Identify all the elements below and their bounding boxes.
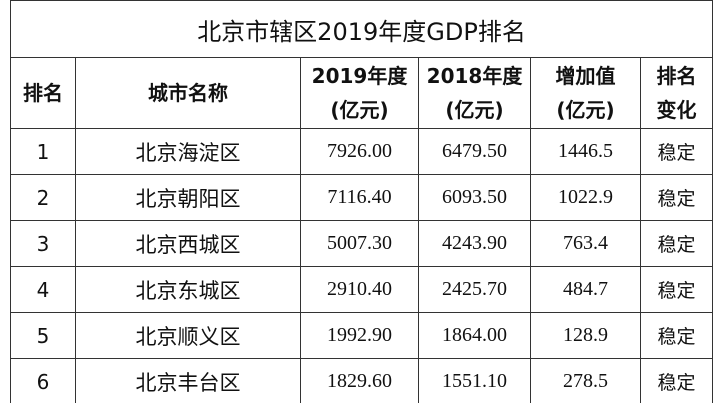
table-cell: 7116.40 (300, 174, 419, 221)
table-row: 5 北京顺义区 1992.90 1864.00 128.9 稳定 (10, 312, 714, 359)
table-cell: 1829.60 (300, 358, 419, 403)
table-cell: 1 (10, 128, 76, 175)
table-cell: 北京朝阳区 (75, 174, 301, 221)
table-cell: 6093.50 (418, 174, 531, 221)
table-cell: 5 (10, 312, 76, 359)
header-cell: 增加值 (亿元) (530, 57, 641, 129)
table-row: 1 北京海淀区 7926.00 6479.50 1446.5 稳定 (10, 128, 714, 175)
table-cell: 763.4 (530, 220, 641, 267)
table-cell: 2 (10, 174, 76, 221)
table-cell: 3 (10, 220, 76, 267)
table-cell: 1551.10 (418, 358, 531, 403)
table-cell: 稳定 (639, 358, 714, 403)
header-text: 2018年度 (426, 64, 523, 88)
header-text: (亿元) (445, 98, 504, 122)
header-cell: 2018年度 (亿元) (418, 57, 531, 129)
table-cell: 5007.30 (300, 220, 419, 267)
header-text: 排名 (23, 81, 63, 105)
header-text: 排名 (656, 64, 697, 88)
header-text: 变化 (656, 98, 697, 122)
header-cell: 2019年度 (亿元) (300, 57, 419, 129)
header-text: (亿元) (330, 98, 389, 122)
table-cell: 北京海淀区 (75, 128, 301, 175)
table-cell: 6 (10, 358, 76, 403)
table-cell: 4243.90 (418, 220, 531, 267)
table-cell: 6479.50 (418, 128, 531, 175)
table-cell: 7926.00 (300, 128, 419, 175)
table-cell: 稳定 (639, 174, 714, 221)
table-cell: 1992.90 (300, 312, 419, 359)
header-cell: 排名 变化 (639, 57, 714, 129)
table-cell: 484.7 (530, 266, 641, 313)
table-cell: 稳定 (639, 128, 714, 175)
table-cell: 2910.40 (300, 266, 419, 313)
header-text: 城市名称 (148, 81, 228, 105)
table-cell: 278.5 (530, 358, 641, 403)
table-row: 4 北京东城区 2910.40 2425.70 484.7 稳定 (10, 266, 714, 313)
table-cell: 1864.00 (418, 312, 531, 359)
header-text: 2019年度 (311, 64, 408, 88)
table-cell: 北京东城区 (75, 266, 301, 313)
table-cell: 128.9 (530, 312, 641, 359)
table-row: 6 北京丰台区 1829.60 1551.10 278.5 稳定 (10, 358, 714, 403)
table-cell: 稳定 (639, 266, 714, 313)
table-cell: 北京顺义区 (75, 312, 301, 359)
header-cell: 城市名称 (75, 57, 301, 129)
header-cell: 排名 (10, 57, 76, 129)
table-cell: 稳定 (639, 220, 714, 267)
table-row: 3 北京西城区 5007.30 4243.90 763.4 稳定 (10, 220, 714, 267)
table-cell: 1446.5 (530, 128, 641, 175)
table-cell: 2425.70 (418, 266, 531, 313)
table-cell: 稳定 (639, 312, 714, 359)
header-text: 增加值 (555, 64, 616, 88)
table-cell: 4 (10, 266, 76, 313)
table-title: 北京市辖区2019年度GDP排名 (9, 0, 714, 58)
table-row: 2 北京朝阳区 7116.40 6093.50 1022.9 稳定 (10, 174, 714, 221)
table-cell: 1022.9 (530, 174, 641, 221)
header-text: (亿元) (556, 98, 615, 122)
table-cell: 北京西城区 (75, 220, 301, 267)
gdp-table: 北京市辖区2019年度GDP排名 排名 城市名称 2019年度 (亿元) 2018年度(… (9, 0, 714, 403)
table-cell: 北京丰台区 (75, 358, 301, 403)
